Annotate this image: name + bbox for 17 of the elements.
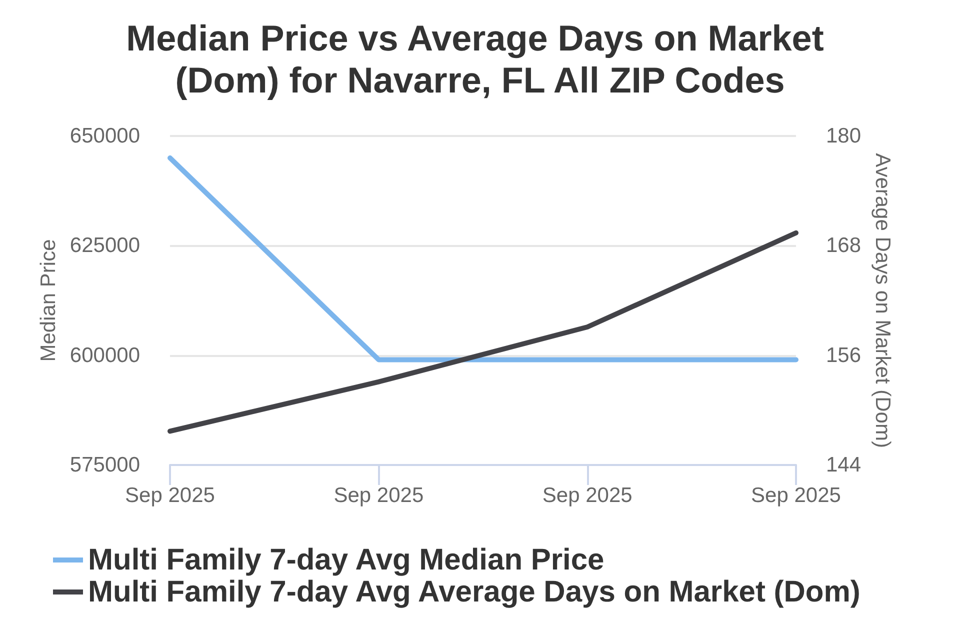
y-tick-label: 650000 — [70, 124, 140, 148]
legend-label: Multi Family 7-day Avg Average Days on Market (Dom) — [88, 576, 860, 608]
y2-tick-label: 144 — [826, 454, 862, 476]
y2-tick-label: 156 — [826, 344, 862, 367]
x-tick-label: Sep 2025 — [334, 484, 424, 507]
y2-axis-title: Average Days on Market (Dom) — [870, 153, 894, 448]
x-tick-label: Sep 2025 — [751, 484, 841, 507]
legend-label: Multi Family 7-day Avg Median Price — [88, 544, 604, 576]
chart-title: Median Price vs Average Days on Market (Dom) for Navarre, FL All ZIP Codes — [126, 18, 834, 100]
y2-tick-label: 168 — [826, 234, 862, 258]
y-axis-title: Median Price — [37, 239, 60, 362]
x-tick-label: Sep 2025 — [125, 484, 215, 507]
x-tick-label: Sep 2025 — [542, 484, 632, 507]
y2-tick-label: 180 — [826, 124, 862, 148]
y-tick-label: 575000 — [70, 454, 140, 476]
y-tick-label: 625000 — [70, 234, 140, 258]
y-tick-label: 600000 — [70, 344, 140, 367]
